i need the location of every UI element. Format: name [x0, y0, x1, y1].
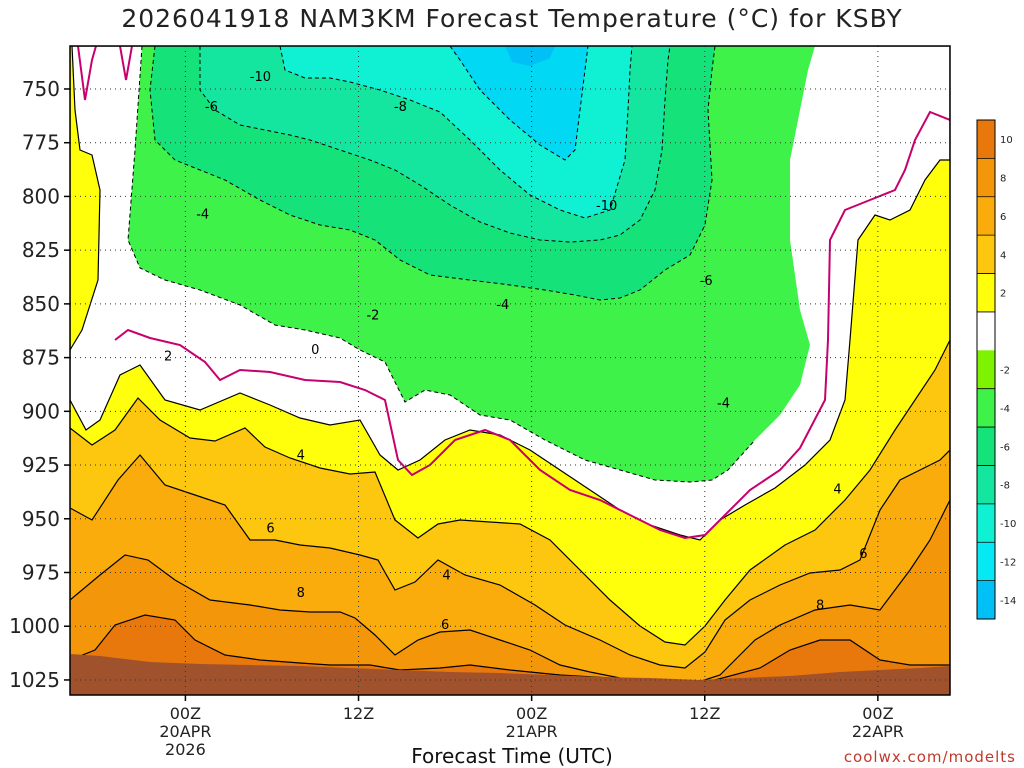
contour-label: 4 — [297, 448, 305, 463]
y-tick-label: 825 — [22, 238, 60, 262]
colorbar-label: 4 — [1000, 250, 1006, 261]
contour-label: 0 — [311, 343, 319, 358]
colorbar-label: -4 — [1000, 404, 1010, 415]
colorbar-label: 2 — [1000, 289, 1006, 300]
chart-title: 2026041918 NAM3KM Forecast Temperature (… — [121, 4, 903, 33]
colorbar-swatch — [977, 465, 995, 505]
x-tick-label: 20APR — [159, 722, 211, 741]
contour-m10-line — [279, 46, 633, 219]
colorbar-label: 8 — [1000, 174, 1006, 185]
colorbar-label: -12 — [1000, 557, 1016, 568]
y-tick-label: 1025 — [9, 668, 60, 692]
contour-label: 2 — [164, 349, 172, 364]
x-tick-label: 2026 — [165, 740, 206, 759]
colorbar-swatch — [977, 235, 995, 275]
colorbar-swatch — [977, 196, 995, 236]
fill-ground — [70, 654, 950, 695]
colorbar-swatch — [977, 580, 995, 620]
colorbar-label: 6 — [1000, 212, 1006, 223]
y-tick-label: 875 — [22, 346, 60, 370]
contour-label: -10 — [250, 70, 271, 85]
y-tick-label: 900 — [22, 399, 60, 423]
contour-label: -10 — [596, 199, 617, 214]
colorbar-swatch — [977, 311, 995, 351]
contour-label: 4 — [442, 569, 450, 584]
contour-label: 8 — [297, 586, 305, 601]
colorbar-swatch — [977, 388, 995, 428]
colorbar-swatch — [977, 427, 995, 466]
contour-label: 8 — [816, 599, 824, 614]
y-tick-label: 800 — [22, 184, 60, 208]
colorbar: 10 8 6 4 2 -2 -4 -6 -8 -10 -12 -14 — [976, 119, 1016, 620]
y-tick-label: 950 — [22, 507, 60, 531]
y-tick-label: 925 — [22, 453, 60, 477]
contour-m4-line — [127, 46, 756, 483]
fill-le-m14 — [505, 46, 555, 66]
y-tick-label: 850 — [22, 292, 60, 316]
contour-label: 4 — [833, 483, 841, 498]
colorbar-label: -10 — [1000, 519, 1016, 530]
colorbar-swatch — [977, 503, 995, 543]
colorbar-label: -8 — [1000, 481, 1010, 492]
gridlines — [70, 46, 950, 695]
contour-label: -6 — [700, 274, 713, 289]
colorbar-label: 10 — [1000, 135, 1013, 146]
contour-label: -8 — [394, 100, 407, 115]
y-tick-label: 1000 — [9, 614, 60, 638]
colorbar-swatch — [977, 120, 995, 159]
contour-label: -4 — [196, 208, 209, 223]
fill-left-warm-strip — [70, 46, 101, 352]
x-tick-label: 00Z — [862, 704, 893, 723]
contour-label: 6 — [266, 521, 274, 536]
x-tick-label: 12Z — [689, 704, 720, 723]
contour-label: 6 — [859, 547, 867, 562]
freezing-line-upper — [77, 46, 133, 101]
contour-label: -2 — [366, 309, 379, 324]
plot-frame — [69, 45, 951, 696]
contour-label: -6 — [205, 100, 218, 115]
contour-label: -4 — [717, 397, 730, 412]
credit-text: coolwx.com/modelts — [843, 748, 1016, 766]
contour-m12-line — [449, 46, 589, 161]
colorbar-swatch — [977, 273, 995, 313]
y-tick-label: 750 — [22, 77, 60, 101]
x-tick-label: 12Z — [343, 704, 374, 723]
x-tick-label: 22APR — [852, 722, 904, 741]
x-tick-label: 00Z — [170, 704, 201, 723]
colorbar-label: -2 — [1000, 366, 1010, 377]
contour-m6-line — [149, 46, 716, 301]
fill-ge-8 — [70, 499, 950, 695]
contour-labels: -10 -6 -8 -4 -10 -6 -2 -4 0 2 -4 4 6 4 8 6 4 6 8 — [164, 70, 868, 633]
freezing-line — [114, 110, 950, 540]
contour-label: 6 — [441, 618, 449, 633]
colorbar-label: -14 — [1000, 596, 1016, 607]
contour-label: -4 — [496, 298, 509, 313]
y-tick-label: 975 — [22, 561, 60, 585]
y-tick-label: 775 — [22, 131, 60, 155]
colorbar-swatch — [977, 542, 995, 582]
x-axis-title: Forecast Time (UTC) — [411, 744, 613, 768]
colorbar-swatch — [977, 350, 995, 390]
colorbar-swatch — [977, 158, 995, 198]
colorbar-label: -6 — [1000, 442, 1010, 453]
fill-le-m12 — [450, 46, 588, 160]
y-axis: 750 775 800 825 850 875 900 925 950 975 1000 1025 — [9, 77, 70, 692]
x-tick-label: 21APR — [506, 722, 558, 741]
contour-m8-line — [199, 46, 671, 243]
x-tick-label: 00Z — [516, 704, 547, 723]
